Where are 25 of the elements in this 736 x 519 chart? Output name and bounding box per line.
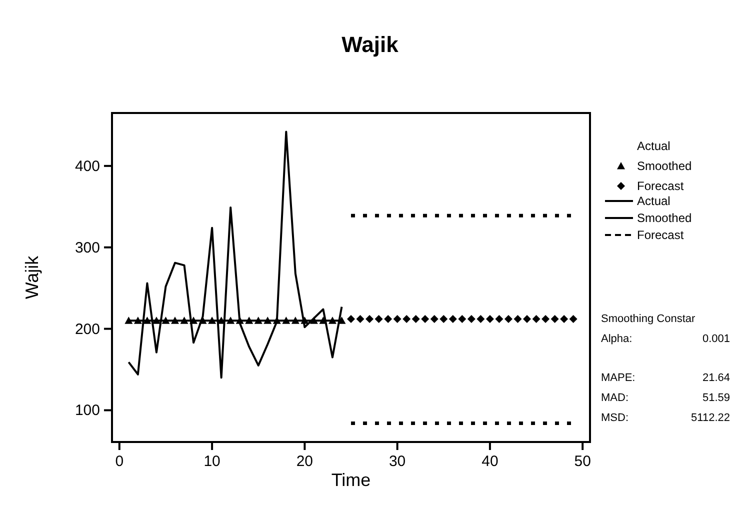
x-tick-label: 40 xyxy=(482,453,498,470)
y-tick-label: 100 xyxy=(74,402,100,420)
x-axis-title: Time xyxy=(331,470,371,490)
y-tick-label: 400 xyxy=(74,158,100,175)
x-tick-label: 30 xyxy=(388,453,406,470)
y-tick-label: 300 xyxy=(74,239,100,256)
y-tick-label: 200 xyxy=(74,320,100,338)
legend-label: Forecast xyxy=(637,228,684,242)
text: Smoothed xyxy=(637,159,692,173)
text: Actual xyxy=(637,139,670,153)
legend-label: Forecast xyxy=(637,179,684,193)
text: Alpha: 0.001 xyxy=(601,333,730,345)
text: MSD: 5112.22 xyxy=(601,412,730,424)
text: MAD: 51.59 xyxy=(601,392,730,404)
x-tick-label: 10 xyxy=(204,453,220,470)
line-series xyxy=(128,130,343,379)
x-tick-label: 0 xyxy=(115,453,124,470)
legend-label: Actual xyxy=(637,194,670,208)
text: MAPE: 21.64 xyxy=(601,372,730,384)
x-tick-label: 50 xyxy=(574,453,591,470)
text: Smoothing Constar xyxy=(601,313,696,325)
y-axis-title: Wajik xyxy=(22,254,42,300)
legend-label: Smoothed xyxy=(637,211,692,225)
x-tick-label: 20 xyxy=(296,453,314,470)
chart-title: Wajik xyxy=(342,32,400,57)
